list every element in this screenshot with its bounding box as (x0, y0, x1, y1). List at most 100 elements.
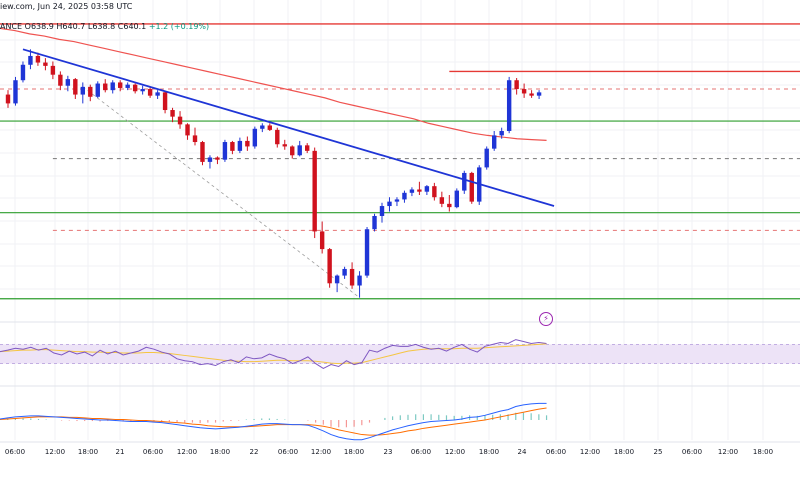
close-value: C640.1 (117, 22, 147, 31)
candle-body (147, 89, 153, 96)
macd-line (0, 402, 547, 441)
candle-body (327, 249, 332, 284)
candle (73, 78, 78, 99)
candle (207, 155, 213, 169)
time-tick-label: 18:00 (614, 448, 634, 456)
exchange-label: ANCE (0, 22, 23, 31)
candle (35, 52, 41, 66)
candle-body (103, 83, 108, 91)
candle (334, 274, 340, 293)
candle-body (230, 142, 235, 151)
candle-body (207, 157, 213, 162)
candle-body (424, 186, 430, 192)
candle-body (275, 129, 280, 145)
candle-body (43, 62, 48, 66)
candle-body (267, 125, 272, 130)
candle (417, 181, 422, 196)
candle-body (282, 144, 287, 147)
open-value: O638.9 (24, 22, 54, 31)
candle-body (462, 172, 467, 191)
candle-body (521, 89, 527, 94)
candle (103, 79, 108, 93)
time-tick-label: 12:00 (311, 448, 331, 456)
candle (282, 139, 287, 150)
time-tick-label: 06:00 (682, 448, 702, 456)
candle-body (357, 275, 362, 286)
candle-body (305, 145, 310, 151)
time-tick-label: 18:00 (210, 448, 230, 456)
candle-body (499, 130, 504, 136)
candle (387, 197, 392, 212)
candle (260, 123, 265, 133)
candle-body (215, 157, 220, 160)
grid (0, 0, 800, 443)
candle-body (529, 93, 534, 96)
trendline (22, 48, 555, 207)
candle-body (80, 86, 85, 95)
candle (80, 82, 85, 104)
candle (514, 78, 519, 95)
candle-body (312, 150, 317, 232)
candle-body (132, 84, 138, 92)
candle-body (394, 199, 400, 202)
candle (521, 83, 527, 98)
candle (297, 140, 302, 157)
time-tick-label: 24 (518, 448, 527, 456)
rsi-ma-line (0, 343, 547, 365)
candle (364, 227, 370, 278)
candle-body (162, 92, 168, 111)
candle-body (35, 55, 41, 63)
candle (506, 76, 512, 134)
candle (349, 262, 355, 289)
candle-body (349, 268, 355, 286)
candle (536, 90, 542, 99)
candle (13, 76, 18, 106)
candle-body (260, 125, 265, 129)
candle (484, 146, 489, 170)
candle (185, 123, 190, 140)
candle (58, 71, 63, 91)
candle-body (140, 89, 145, 92)
candle (394, 197, 400, 207)
macd-panel (0, 402, 548, 441)
candle (200, 140, 205, 166)
time-tick-label: 18:00 (344, 448, 364, 456)
candle (379, 202, 385, 223)
lightning-icon[interactable]: ⚡ (539, 312, 553, 326)
time-tick-label: 06:00 (143, 448, 163, 456)
candle (110, 80, 115, 94)
candle-body (536, 92, 542, 96)
candle-body (334, 275, 340, 284)
candle (118, 80, 123, 92)
time-tick-label: 06:00 (546, 448, 566, 456)
time-tick-label: 23 (384, 448, 393, 456)
candle (177, 111, 183, 129)
candle-body (125, 84, 130, 88)
candle (237, 137, 243, 154)
candle-body (387, 201, 392, 207)
candle (215, 156, 220, 165)
candle-body (20, 64, 26, 81)
candle (312, 147, 317, 239)
candle-body (73, 79, 78, 95)
candle (424, 185, 430, 196)
candle (88, 84, 93, 102)
ma-line (0, 27, 547, 141)
candle-body (118, 82, 123, 88)
candle-body (454, 190, 459, 208)
candle (492, 130, 497, 151)
candle (28, 49, 33, 70)
candle (245, 136, 250, 151)
time-tick-label: 12:00 (445, 448, 465, 456)
candle (447, 195, 452, 212)
change-value: +1.2 (+0.19%) (148, 22, 210, 31)
candle-body (5, 94, 11, 104)
chart-header: iew.com, Jun 24, 2025 03:58 UTC (0, 2, 132, 11)
candle (192, 127, 198, 146)
rsi-band (0, 344, 800, 364)
candle (170, 107, 175, 123)
candle-body (379, 206, 385, 216)
candle (222, 139, 228, 162)
time-tick-label: 25 (654, 448, 663, 456)
